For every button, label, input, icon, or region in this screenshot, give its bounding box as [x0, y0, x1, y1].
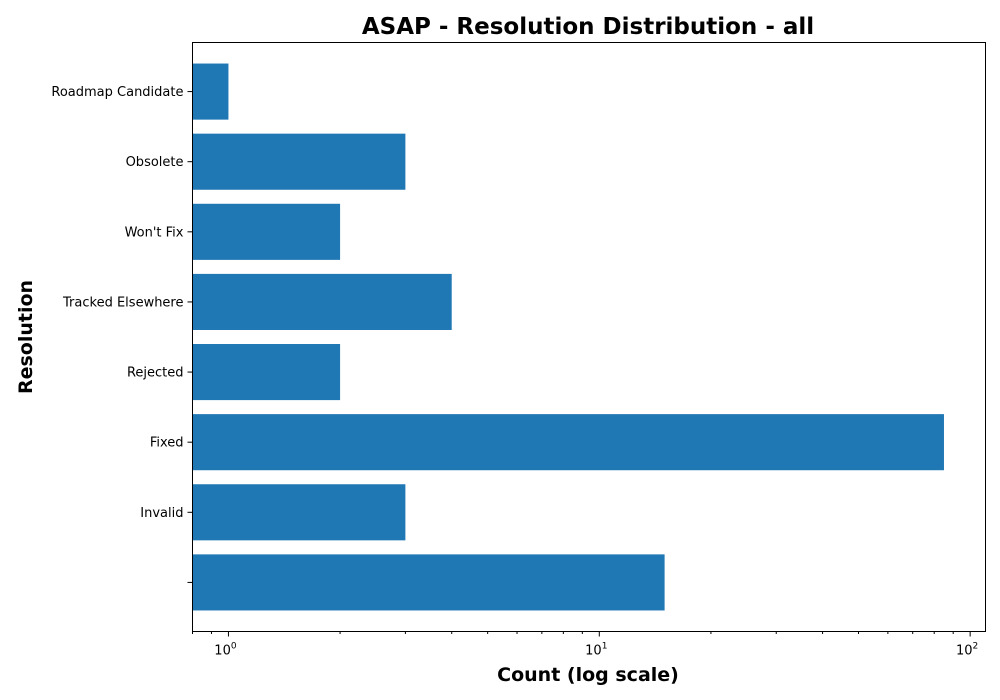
y-tick-label: Rejected: [127, 366, 184, 381]
y-tick-label: Won't Fix: [125, 225, 184, 240]
chart-title: ASAP - Resolution Distribution - all: [362, 14, 814, 40]
y-tick-label: Obsolete: [126, 155, 184, 170]
y-axis-label: Resolution: [15, 280, 37, 394]
x-tick-label: 102: [956, 642, 978, 659]
y-tick-label: Roadmap Candidate: [51, 85, 183, 100]
bar-tracked-elsewhere: [193, 274, 452, 330]
x-tick-label: 101: [585, 642, 607, 659]
bars-group: [193, 64, 944, 611]
x-ticks-group: 100 101 102: [193, 632, 979, 659]
bar-unlabeled: [193, 554, 665, 610]
bar-roadmap-candidate: [193, 64, 229, 120]
x-tick-label: 100: [214, 642, 237, 659]
x-axis-label: Count (log scale): [497, 664, 679, 686]
bar-rejected: [193, 344, 341, 400]
bar-won-t-fix: [193, 204, 341, 260]
bar-fixed: [193, 414, 944, 470]
y-tick-label: Fixed: [150, 436, 184, 451]
y-tick-label: Tracked Elsewhere: [62, 295, 183, 310]
bar-obsolete: [193, 134, 406, 190]
plot-frame: [193, 43, 986, 632]
y-tick-label: Invalid: [140, 506, 183, 521]
bar-invalid: [193, 484, 406, 540]
y-ticks-group: Invalid Fixed Rejected Tracked Elsewhere Won…: [51, 85, 192, 582]
